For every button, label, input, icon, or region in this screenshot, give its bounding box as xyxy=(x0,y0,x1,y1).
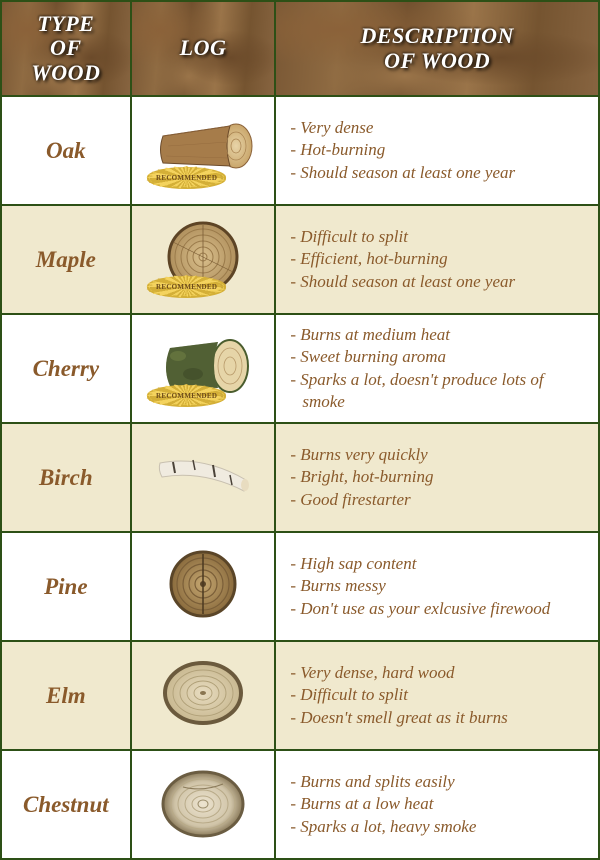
list-item: Should season at least one year xyxy=(290,271,588,293)
table-row: Maple RECOMMENDED Difficul xyxy=(1,205,599,314)
log-image-cell: RECOMMENDED xyxy=(131,205,276,314)
list-item: Sweet burning aroma xyxy=(290,346,588,368)
list-item: Hot-burning xyxy=(290,139,588,161)
table-header-row: TYPE OF WOOD LOG DESCRIPTION OF WOOD xyxy=(1,1,599,96)
header-description: DESCRIPTION OF WOOD xyxy=(275,1,599,96)
log-image-cell xyxy=(131,750,276,859)
list-item: Burns messy xyxy=(290,575,588,597)
list-item: Efficient, hot-burning xyxy=(290,248,588,270)
wood-type-cell: Elm xyxy=(1,641,131,750)
description-cell: Very dense Hot-burning Should season at … xyxy=(275,96,599,205)
log-image-cell: RECOMMENDED xyxy=(131,96,276,205)
description-list: Difficult to split Efficient, hot-burnin… xyxy=(290,226,588,292)
description-list: Burns at medium heat Sweet burning aroma… xyxy=(290,324,588,412)
log-image-cell xyxy=(131,423,276,532)
header-text: LOG xyxy=(132,36,275,60)
pine-log-icon xyxy=(148,544,258,624)
wood-name: Elm xyxy=(46,683,86,708)
list-item: Very dense, hard wood xyxy=(290,662,588,684)
wood-type-cell: Oak xyxy=(1,96,131,205)
list-item: Sparks a lot, heavy smoke xyxy=(290,816,588,838)
description-cell: Burns very quickly Bright, hot-burning G… xyxy=(275,423,599,532)
header-text: DESCRIPTION xyxy=(360,23,513,48)
list-item: Doesn't smell great as it burns xyxy=(290,707,588,729)
header-text: WOOD xyxy=(31,60,100,85)
birch-log-icon xyxy=(148,435,258,515)
header-text: OF WOOD xyxy=(384,48,490,73)
wood-type-cell: Pine xyxy=(1,532,131,641)
log-image-cell xyxy=(131,532,276,641)
header-text: TYPE xyxy=(37,11,94,36)
header-log: LOG xyxy=(131,1,276,96)
list-item: Good firestarter xyxy=(290,489,588,511)
table-row: Cherry RECOMMENDED Burns at medium heat xyxy=(1,314,599,423)
maple-log-icon: RECOMMENDED xyxy=(148,217,258,297)
table-row: Pine High sap content Burns messy xyxy=(1,532,599,641)
description-list: Burns very quickly Bright, hot-burning G… xyxy=(290,444,588,510)
cherry-log-icon: RECOMMENDED xyxy=(148,326,258,406)
description-cell: Burns and splits easily Burns at a low h… xyxy=(275,750,599,859)
description-cell: Burns at medium heat Sweet burning aroma… xyxy=(275,314,599,423)
list-item: Burns at medium heat xyxy=(290,324,588,346)
header-text: OF xyxy=(50,35,82,60)
description-cell: Very dense, hard wood Difficult to split… xyxy=(275,641,599,750)
chestnut-log-icon xyxy=(148,762,258,842)
header-type-of-wood: TYPE OF WOOD xyxy=(1,1,131,96)
wood-name: Pine xyxy=(44,574,87,599)
description-list: High sap content Burns messy Don't use a… xyxy=(290,553,588,619)
oak-log-icon: RECOMMENDED xyxy=(148,108,258,188)
wood-name: Oak xyxy=(46,138,86,163)
list-item: Sparks a lot, doesn't produce lots of sm… xyxy=(290,369,588,413)
wood-type-cell: Chestnut xyxy=(1,750,131,859)
recommended-badge: RECOMMENDED xyxy=(150,388,223,404)
table-row: Chestnut Burns and splits easily Burn xyxy=(1,750,599,859)
description-list: Burns and splits easily Burns at a low h… xyxy=(290,771,588,837)
description-cell: High sap content Burns messy Don't use a… xyxy=(275,532,599,641)
table-row: Oak RECOMMENDED Very dense Ho xyxy=(1,96,599,205)
log-image-cell: RECOMMENDED xyxy=(131,314,276,423)
wood-name: Chestnut xyxy=(23,792,109,817)
elm-log-icon xyxy=(148,653,258,733)
list-item: Very dense xyxy=(290,117,588,139)
table-row: Elm Very dense, hard wood Difficult to s… xyxy=(1,641,599,750)
list-item: Don't use as your exlcusive firewood xyxy=(290,598,588,620)
wood-type-cell: Birch xyxy=(1,423,131,532)
description-list: Very dense, hard wood Difficult to split… xyxy=(290,662,588,728)
wood-type-cell: Cherry xyxy=(1,314,131,423)
wood-name: Birch xyxy=(39,465,93,490)
list-item: Should season at least one year xyxy=(290,162,588,184)
firewood-table: TYPE OF WOOD LOG DESCRIPTION OF WOOD Oak xyxy=(0,0,600,860)
description-cell: Difficult to split Efficient, hot-burnin… xyxy=(275,205,599,314)
log-image-cell xyxy=(131,641,276,750)
description-list: Very dense Hot-burning Should season at … xyxy=(290,117,588,183)
recommended-badge: RECOMMENDED xyxy=(150,279,223,295)
list-item: Difficult to split xyxy=(290,226,588,248)
list-item: Bright, hot-burning xyxy=(290,466,588,488)
wood-name: Cherry xyxy=(33,356,99,381)
list-item: Difficult to split xyxy=(290,684,588,706)
list-item: High sap content xyxy=(290,553,588,575)
table-row: Birch Burns very quickly Bright, hot-bur… xyxy=(1,423,599,532)
list-item: Burns very quickly xyxy=(290,444,588,466)
list-item: Burns and splits easily xyxy=(290,771,588,793)
list-item: Burns at a low heat xyxy=(290,793,588,815)
recommended-badge: RECOMMENDED xyxy=(150,170,223,186)
wood-type-cell: Maple xyxy=(1,205,131,314)
wood-name: Maple xyxy=(36,247,96,272)
